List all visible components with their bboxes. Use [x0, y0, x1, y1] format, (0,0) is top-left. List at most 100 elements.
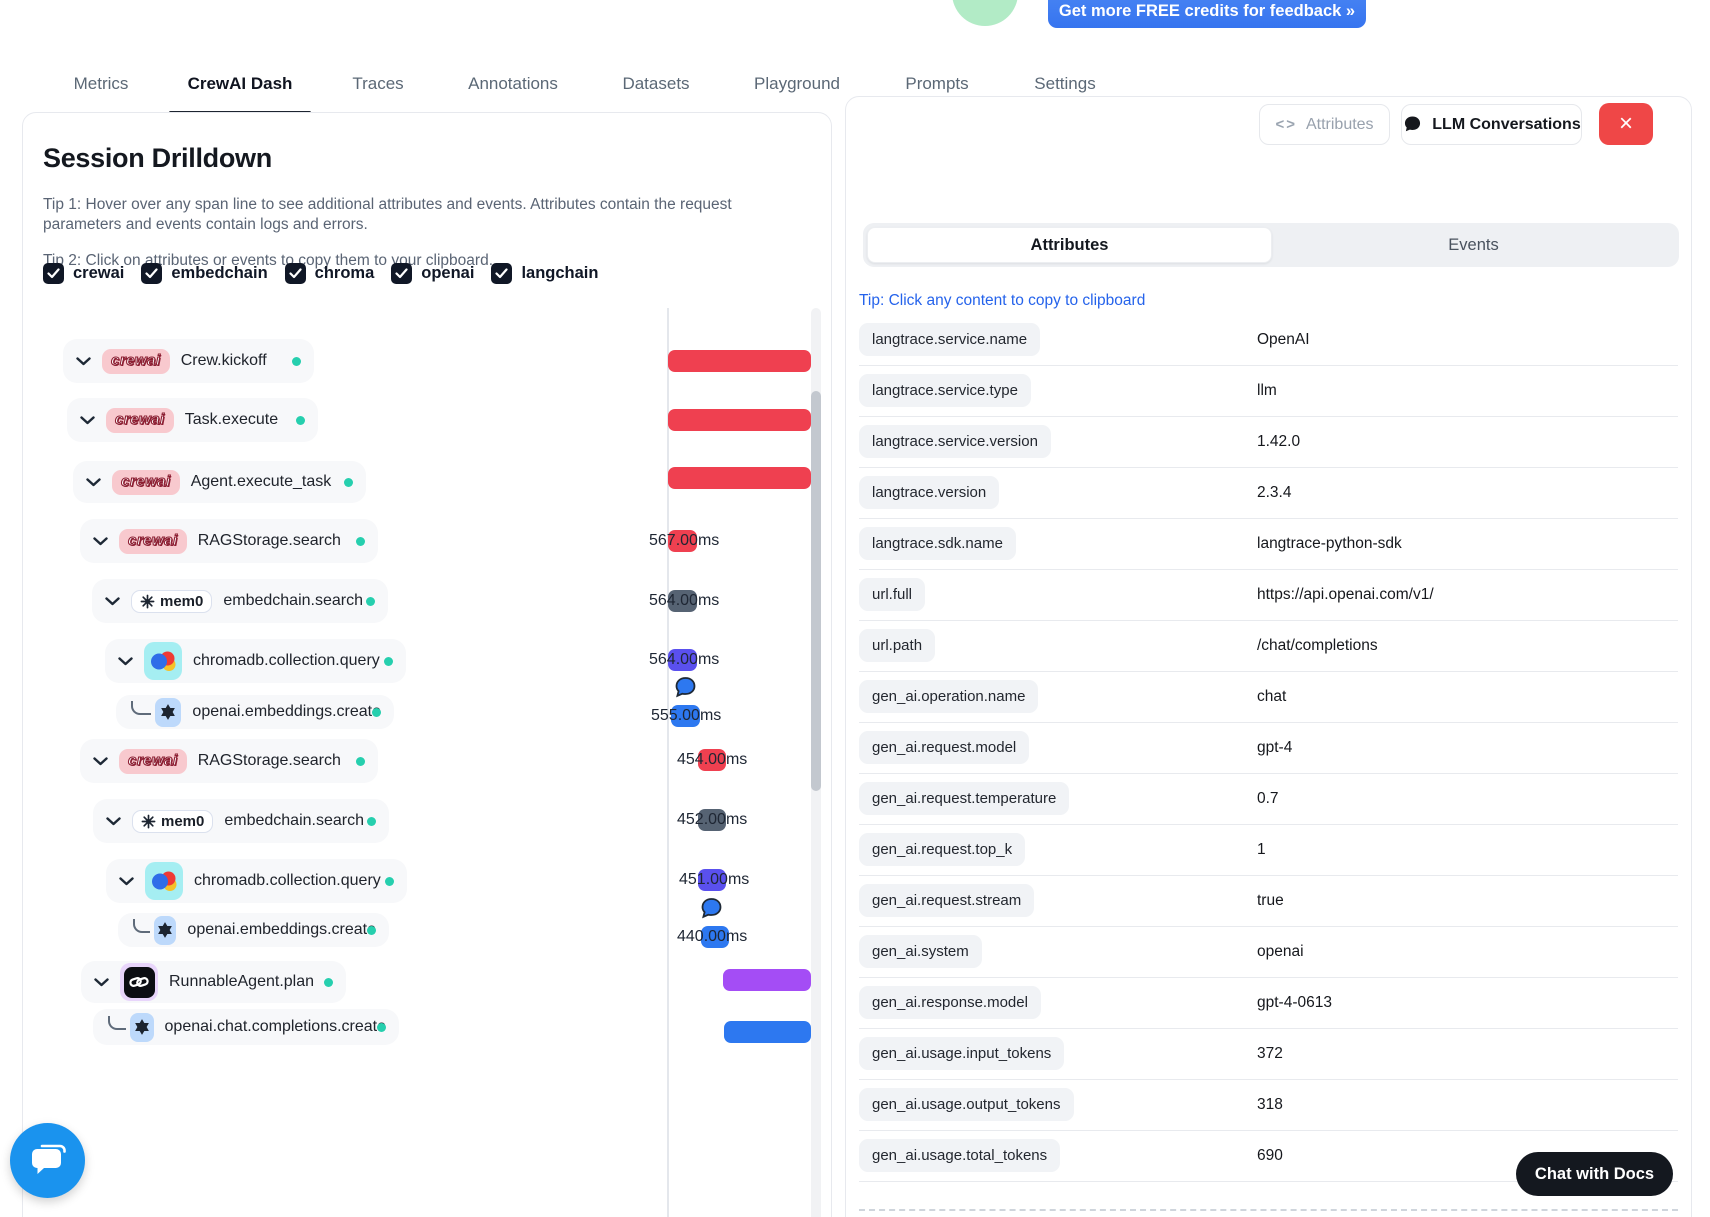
attribute-value[interactable]: gpt-4-0613: [1257, 993, 1332, 1011]
attribute-row: langtrace.service.name OpenAI: [859, 314, 1678, 366]
checkbox-icon[interactable]: [141, 263, 163, 284]
span-duration-bar[interactable]: [698, 809, 726, 831]
attribute-value[interactable]: 690: [1257, 1146, 1283, 1164]
nav-tab-datasets[interactable]: Datasets: [622, 74, 690, 93]
chevron-down-icon[interactable]: [119, 876, 134, 886]
attribute-key[interactable]: gen_ai.usage.input_tokens: [859, 1037, 1065, 1070]
span-row[interactable]: crewai Task.execute: [67, 398, 318, 442]
close-button[interactable]: ×: [1599, 103, 1653, 145]
attribute-key[interactable]: langtrace.service.type: [859, 374, 1031, 407]
checkbox-icon[interactable]: [391, 263, 413, 284]
span-row[interactable]: RunnableAgent.plan: [81, 961, 346, 1003]
nav-tab-prompts[interactable]: Prompts: [905, 74, 969, 93]
attribute-key[interactable]: langtrace.service.version: [859, 425, 1051, 458]
nav-tab-playground[interactable]: Playground: [753, 74, 841, 93]
span-row[interactable]: chromadb.collection.query: [105, 639, 406, 683]
span-row[interactable]: chromadb.collection.query: [106, 859, 407, 903]
span-row[interactable]: crewai RAGStorage.search: [80, 519, 378, 563]
checkbox-icon[interactable]: [284, 263, 306, 284]
span-duration-bar[interactable]: [668, 350, 811, 372]
attribute-key[interactable]: gen_ai.response.model: [859, 986, 1041, 1019]
attribute-value[interactable]: 372: [1257, 1044, 1283, 1062]
attribute-value[interactable]: true: [1257, 891, 1284, 909]
attribute-key[interactable]: url.full: [859, 578, 926, 611]
attribute-value[interactable]: /chat/completions: [1257, 636, 1378, 654]
chevron-down-icon[interactable]: [106, 816, 121, 826]
attribute-key[interactable]: gen_ai.request.stream: [859, 884, 1035, 917]
chevron-down-icon[interactable]: [76, 356, 91, 366]
attribute-value[interactable]: gpt-4: [1257, 738, 1293, 756]
span-duration-bar[interactable]: [671, 705, 700, 727]
free-credits-button[interactable]: Get more FREE credits for feedback »: [1048, 0, 1366, 28]
span-duration-bar[interactable]: [698, 749, 726, 771]
checkbox-icon[interactable]: [491, 263, 513, 284]
span-duration-bar[interactable]: [668, 649, 697, 671]
chevron-down-icon[interactable]: [93, 756, 108, 766]
attribute-key[interactable]: langtrace.version: [859, 476, 1000, 509]
attribute-value[interactable]: 1: [1257, 840, 1266, 858]
attribute-key[interactable]: gen_ai.operation.name: [859, 680, 1039, 713]
attribute-value[interactable]: https://api.openai.com/v1/: [1257, 585, 1434, 603]
span-duration-label: 454.00ms: [677, 751, 748, 768]
span-duration-bar[interactable]: [668, 467, 811, 489]
attribute-value[interactable]: OpenAI: [1257, 330, 1310, 348]
filter-chroma[interactable]: chroma: [284, 263, 374, 284]
attribute-value[interactable]: llm: [1257, 381, 1277, 399]
filter-crewai[interactable]: crewai: [43, 263, 124, 284]
span-duration-bar[interactable]: [724, 1021, 811, 1043]
span-row[interactable]: crewai Agent.execute_task: [73, 461, 366, 503]
attribute-value[interactable]: 2.3.4: [1257, 483, 1292, 501]
nav-tab-crewai-dash[interactable]: CrewAI Dash: [187, 74, 293, 93]
span-duration-bar[interactable]: [698, 869, 726, 891]
attribute-value[interactable]: openai: [1257, 942, 1304, 960]
attribute-value[interactable]: langtrace-python-sdk: [1257, 534, 1402, 552]
attribute-key[interactable]: gen_ai.system: [859, 935, 982, 968]
span-row[interactable]: openai.chat.completions.create: [93, 1009, 399, 1045]
attribute-value[interactable]: 1.42.0: [1257, 432, 1301, 450]
chevron-down-icon[interactable]: [118, 656, 133, 666]
chevron-down-icon[interactable]: [86, 477, 101, 487]
nav-tab-metrics[interactable]: Metrics: [73, 74, 129, 93]
nav-tab-settings[interactable]: Settings: [1034, 74, 1096, 93]
attribute-key[interactable]: langtrace.service.name: [859, 323, 1041, 356]
span-duration-bar[interactable]: [668, 409, 811, 431]
attribute-key[interactable]: langtrace.sdk.name: [859, 527, 1016, 560]
llm-conversations-button[interactable]: LLM Conversations: [1401, 104, 1582, 145]
attribute-key[interactable]: gen_ai.request.temperature: [859, 782, 1070, 815]
span-duration-bar[interactable]: [668, 590, 697, 612]
nav-tab-traces[interactable]: Traces: [352, 74, 404, 93]
span-row[interactable]: crewai RAGStorage.search: [80, 739, 378, 783]
span-duration-bar[interactable]: [723, 969, 811, 991]
chevron-down-icon[interactable]: [80, 415, 95, 425]
avatar[interactable]: [952, 0, 1018, 26]
tab-attributes[interactable]: Attributes: [867, 227, 1272, 263]
nav-tab-annotations[interactable]: Annotations: [468, 74, 558, 93]
chevron-down-icon[interactable]: [105, 596, 120, 606]
chevron-down-icon[interactable]: [93, 536, 108, 546]
chat-with-docs-button[interactable]: Chat with Docs: [1516, 1152, 1673, 1196]
span-row[interactable]: openai.embeddings.create: [116, 695, 394, 729]
span-row[interactable]: mem0 embedchain.search: [92, 579, 388, 623]
span-row[interactable]: mem0 embedchain.search: [93, 799, 389, 843]
chat-widget-button[interactable]: [10, 1123, 85, 1198]
checkbox-icon[interactable]: [43, 263, 64, 284]
tab-events[interactable]: Events: [1448, 235, 1499, 254]
span-row[interactable]: openai.embeddings.create: [118, 913, 389, 947]
filter-langchain[interactable]: langchain: [491, 263, 598, 284]
attribute-key[interactable]: url.path: [859, 629, 936, 662]
attribute-key[interactable]: gen_ai.request.model: [859, 731, 1030, 764]
span-duration-bar[interactable]: [668, 530, 697, 552]
attribute-key[interactable]: gen_ai.usage.output_tokens: [859, 1088, 1074, 1121]
filter-openai[interactable]: openai: [391, 263, 474, 284]
attributes-view-button[interactable]: <> Attributes: [1259, 104, 1390, 145]
attribute-key[interactable]: gen_ai.usage.total_tokens: [859, 1139, 1061, 1172]
attribute-value[interactable]: 0.7: [1257, 789, 1279, 807]
attribute-key[interactable]: gen_ai.request.top_k: [859, 833, 1026, 866]
span-row[interactable]: crewai Crew.kickoff: [63, 339, 314, 383]
chevron-down-icon[interactable]: [94, 977, 109, 987]
attribute-value[interactable]: chat: [1257, 687, 1287, 705]
scrollbar-thumb[interactable]: [811, 391, 821, 791]
attribute-value[interactable]: 318: [1257, 1095, 1283, 1113]
filter-embedchain[interactable]: embedchain: [141, 263, 268, 284]
span-duration-bar[interactable]: [701, 926, 729, 948]
